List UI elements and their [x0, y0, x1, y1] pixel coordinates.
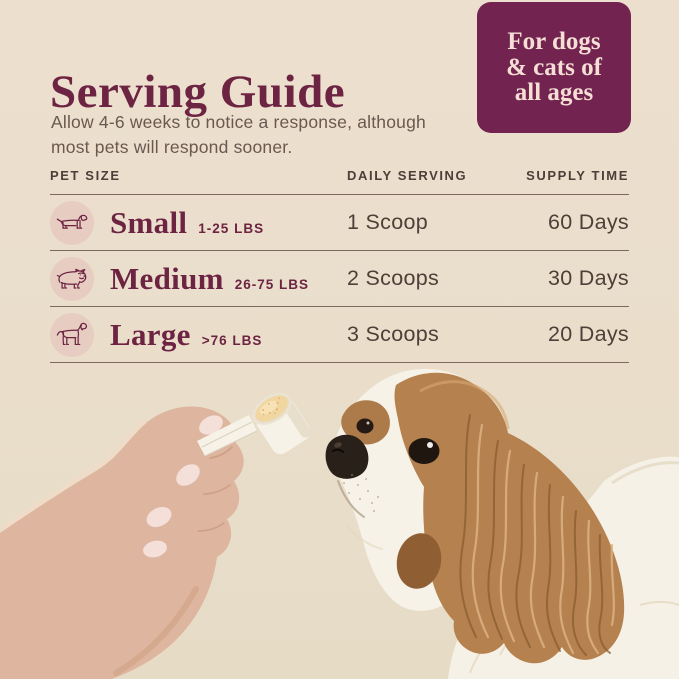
- badge-line-1: For dogs: [507, 28, 601, 56]
- bulldog-icon: [56, 268, 87, 289]
- column-header-daily-serving: DAILY SERVING: [347, 168, 468, 183]
- pet-weight-range: 1-25 LBS: [198, 220, 265, 236]
- finger-nail: [145, 506, 173, 528]
- subtitle-line-2: most pets will respond sooner.: [51, 136, 293, 157]
- product-photo: [0, 368, 679, 679]
- badge-line-3: all ages: [514, 79, 594, 107]
- daily-serving-value: 1 Scoop: [347, 210, 428, 234]
- daily-serving-value: 3 Scoops: [347, 322, 440, 346]
- column-header-supply-time: SUPPLY TIME: [526, 168, 629, 183]
- daily-serving-value: 2 Scoops: [347, 266, 440, 290]
- scoop-handle: [197, 415, 257, 456]
- pet-icon-circle: [50, 312, 94, 357]
- page-title: Serving Guide: [50, 66, 346, 119]
- column-header-pet-size: PET SIZE: [50, 168, 121, 183]
- dog-right-eye: [408, 438, 440, 464]
- pet-size-label: Small: [110, 204, 188, 240]
- audience-badge: For dogs & cats of all ages: [477, 2, 631, 133]
- dog-left-eye: [356, 418, 374, 434]
- finger-nail: [175, 463, 201, 487]
- table-row-medium: Medium 26-75 LBS 2 Scoops 30 Days: [50, 251, 629, 307]
- supply-time-value: 20 Days: [548, 322, 629, 346]
- large-dog-icon: [56, 322, 88, 345]
- subtitle-line-1: Allow 4-6 weeks to notice a response, al…: [51, 111, 426, 132]
- table-header-row: PET SIZE DAILY SERVING SUPPLY TIME: [50, 155, 629, 195]
- dachshund-icon: [56, 214, 88, 229]
- serving-table: PET SIZE DAILY SERVING SUPPLY TIME: [50, 155, 629, 363]
- badge-line-2: & cats of: [506, 53, 602, 81]
- pet-icon-circle: [50, 256, 94, 301]
- hand-illustration: [0, 406, 244, 679]
- dog-illustration: [325, 368, 679, 679]
- pet-weight-range: 26-75 LBS: [234, 276, 310, 292]
- pet-size-label: Medium: [110, 260, 224, 296]
- table-row-small: Small 1-25 LBS 1 Scoop 60 Days: [50, 195, 629, 251]
- pet-icon-circle: [50, 200, 94, 245]
- pet-weight-range: >76 LBS: [201, 332, 263, 348]
- finger-nail: [142, 539, 168, 559]
- subtitle: Allow 4-6 weeks to notice a response, al…: [51, 110, 491, 160]
- scoop-illustration: [197, 393, 312, 457]
- supply-time-value: 30 Days: [548, 266, 629, 290]
- table-row-large: Large >76 LBS 3 Scoops 20 Days: [50, 307, 629, 363]
- supply-time-value: 60 Days: [548, 210, 629, 234]
- pet-size-label: Large: [110, 316, 191, 352]
